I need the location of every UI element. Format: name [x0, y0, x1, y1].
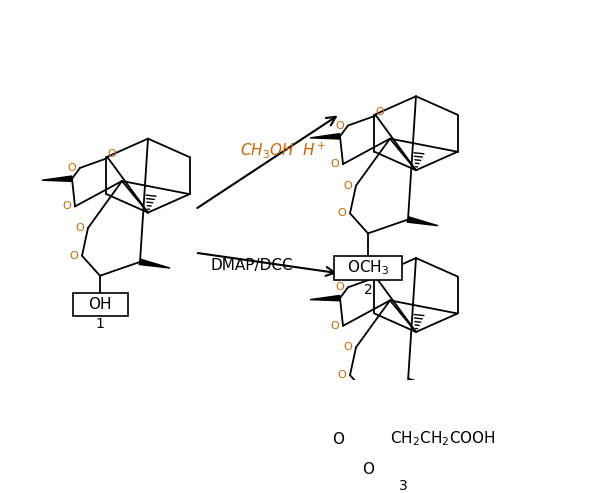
- Text: O: O: [376, 106, 385, 117]
- Polygon shape: [139, 259, 170, 268]
- Polygon shape: [42, 176, 72, 181]
- Text: O: O: [344, 343, 352, 352]
- Text: DMAP/DCC: DMAP/DCC: [210, 258, 293, 273]
- Text: CH$_3$OH  H$^+$: CH$_3$OH H$^+$: [240, 140, 326, 160]
- Text: O: O: [335, 121, 344, 131]
- Polygon shape: [310, 295, 340, 301]
- Bar: [73, 293, 128, 316]
- Polygon shape: [407, 379, 438, 387]
- Text: O: O: [376, 269, 385, 279]
- Text: O: O: [331, 321, 340, 331]
- Text: O: O: [76, 223, 85, 233]
- Text: O: O: [338, 370, 346, 380]
- Text: OCH$_3$: OCH$_3$: [347, 259, 389, 278]
- Text: O: O: [338, 209, 346, 218]
- Bar: [311, 418, 496, 472]
- Text: CH$_2$CH$_2$COOH: CH$_2$CH$_2$COOH: [390, 430, 496, 449]
- Text: O: O: [107, 149, 116, 159]
- Polygon shape: [407, 217, 438, 226]
- Text: O: O: [344, 180, 352, 191]
- Polygon shape: [310, 134, 340, 139]
- Text: O: O: [362, 462, 374, 477]
- Text: O: O: [332, 431, 344, 447]
- Text: O: O: [70, 251, 79, 261]
- Text: O: O: [335, 282, 344, 292]
- Text: O: O: [62, 202, 71, 211]
- Text: OH: OH: [88, 297, 112, 312]
- Text: 1: 1: [95, 317, 104, 330]
- Bar: [334, 256, 402, 280]
- Text: O: O: [68, 163, 76, 173]
- Text: 2: 2: [364, 282, 373, 297]
- Text: 3: 3: [398, 479, 407, 493]
- Text: O: O: [331, 159, 340, 169]
